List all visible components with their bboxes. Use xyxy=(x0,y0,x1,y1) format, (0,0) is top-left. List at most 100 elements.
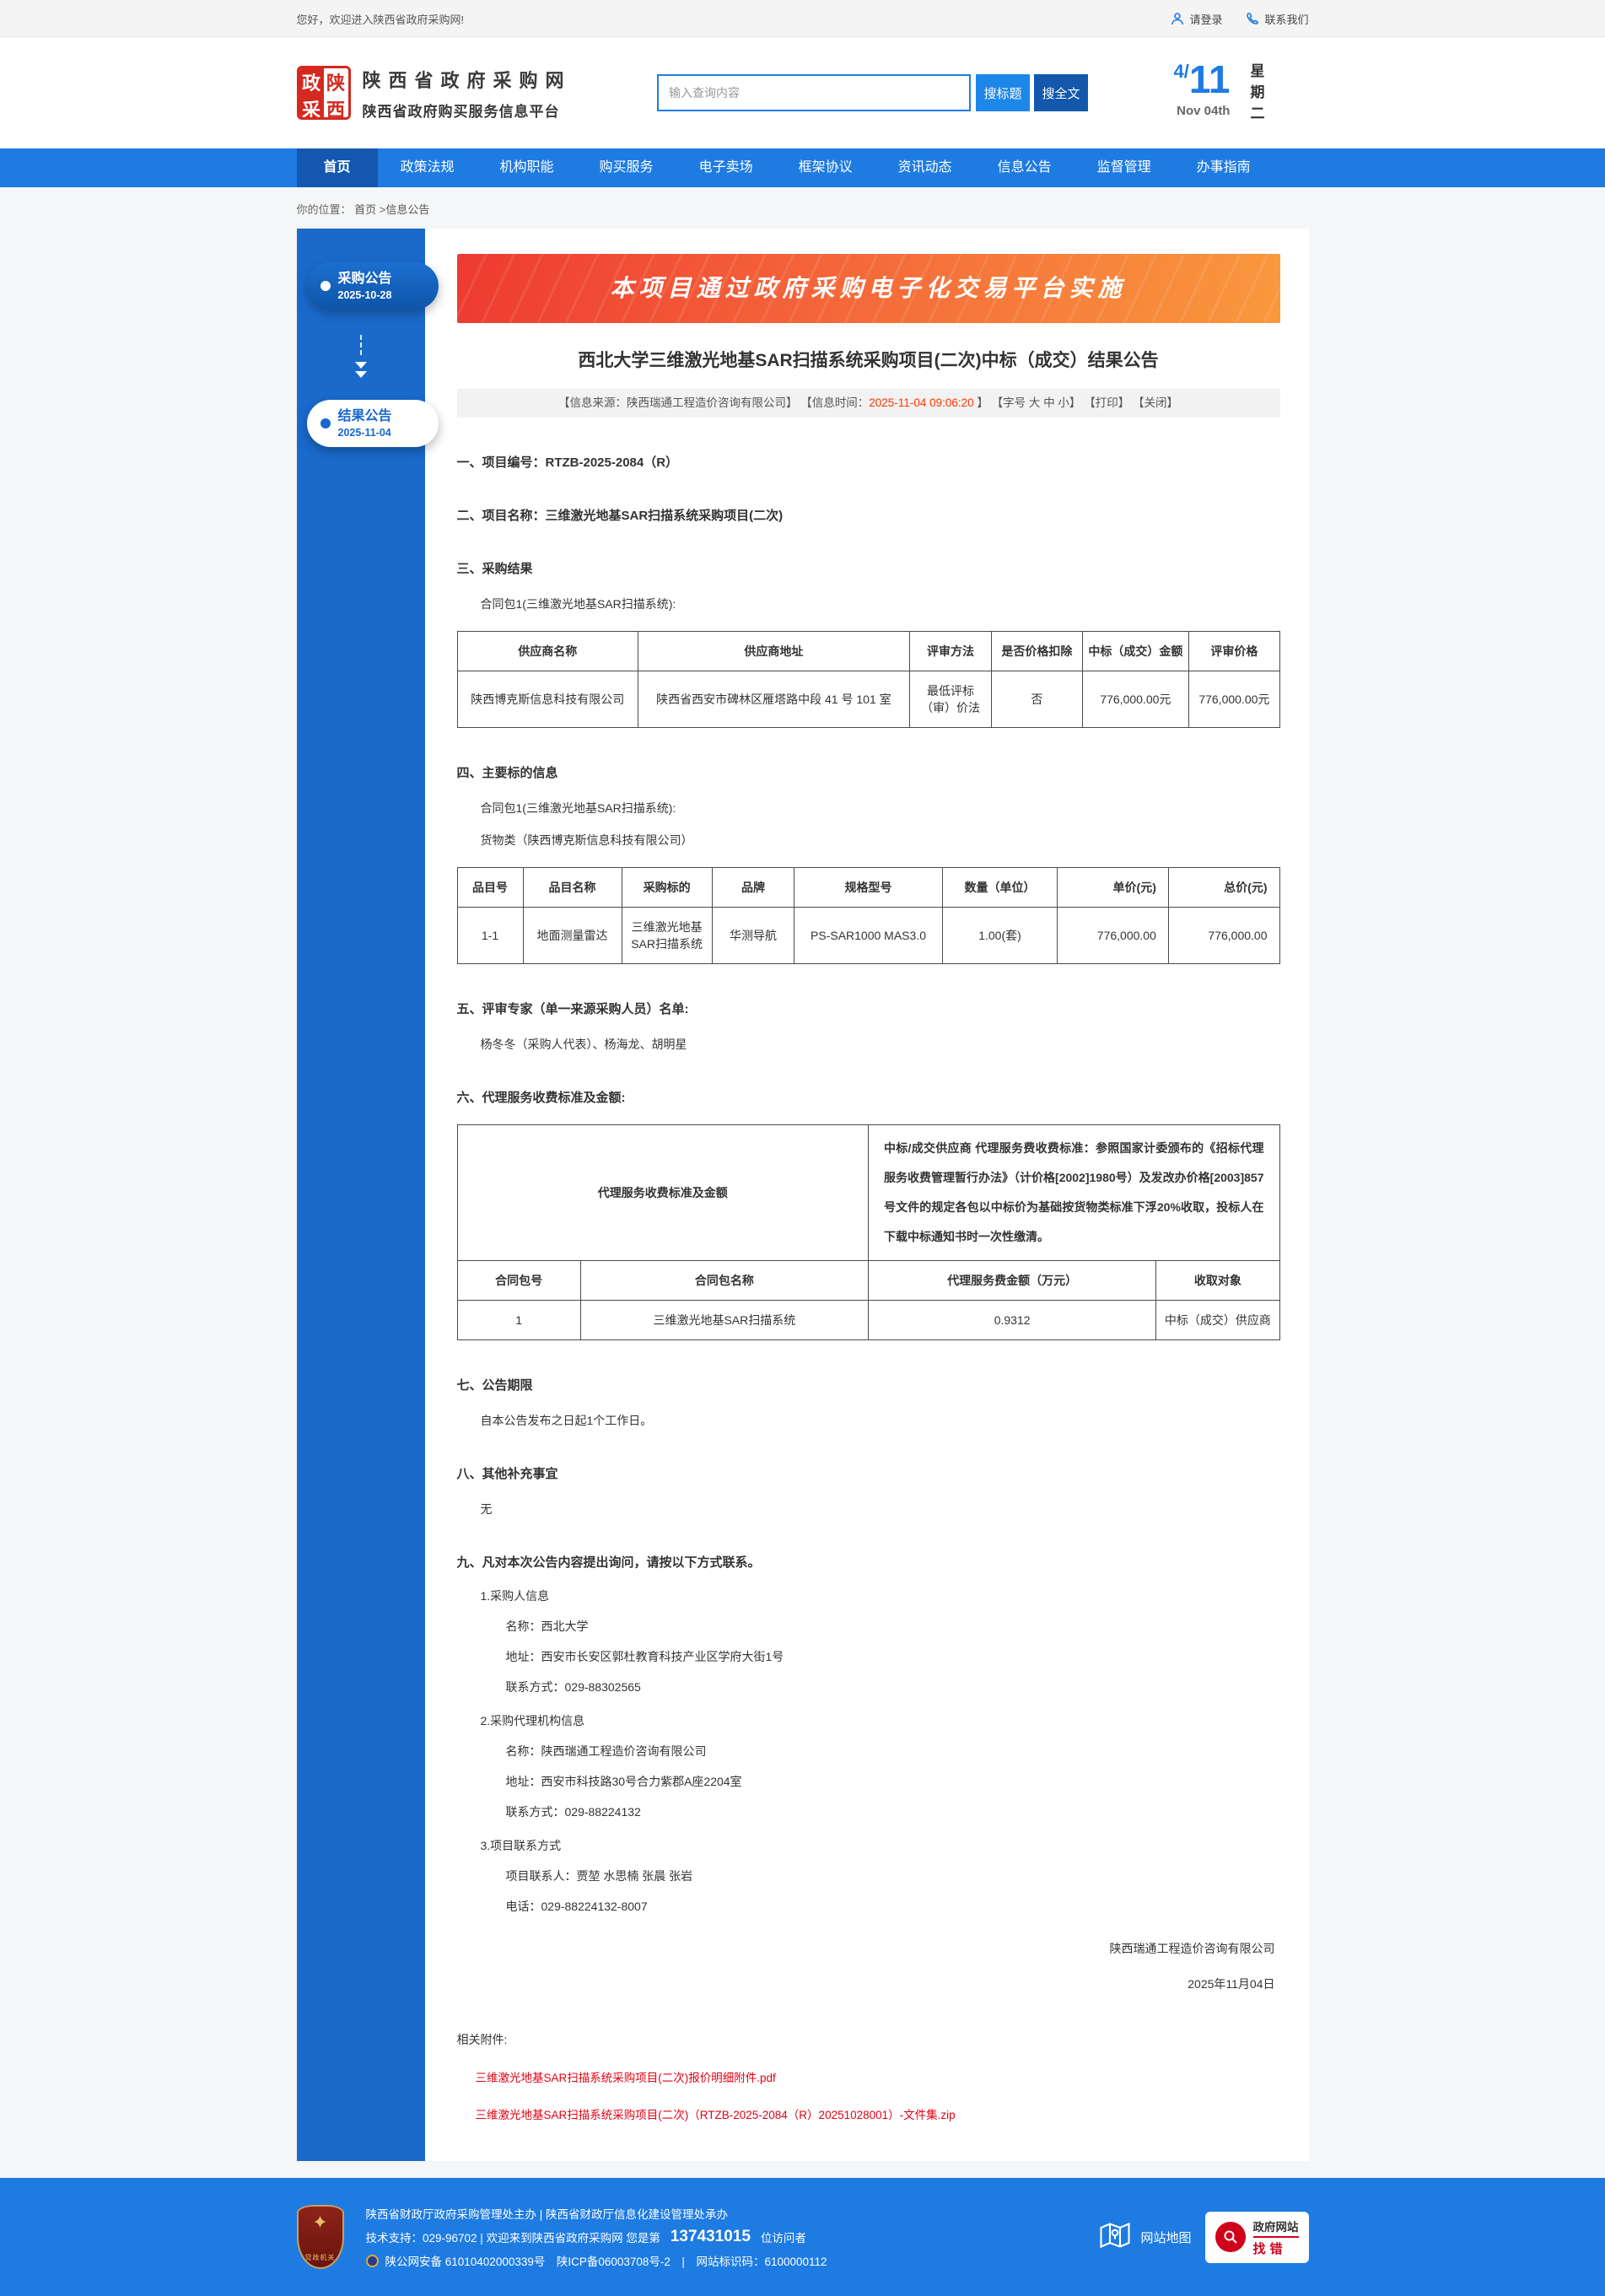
col-header: 是否价格扣除 xyxy=(991,631,1083,671)
nav-item-purchase-services[interactable]: 购买服务 xyxy=(599,160,654,175)
date-month: 4/ xyxy=(1173,60,1189,82)
section-project-number: 一、项目编号：RTZB-2025-2084（R） xyxy=(456,455,679,470)
col-header: 供应商名称 xyxy=(456,631,638,671)
nav-item-framework[interactable]: 框架协议 xyxy=(798,160,853,175)
user-icon xyxy=(1171,12,1184,25)
shield-label: 党政机关 xyxy=(304,2254,336,2261)
search-fulltext-button[interactable]: 搜全文 xyxy=(1034,74,1088,111)
nav-item-functions[interactable]: 机构职能 xyxy=(499,160,554,175)
main-nav: 首页 政策法规 机构职能 购买服务 电子卖场 框架协议 资讯动态 信息公告 监督… xyxy=(0,148,1605,187)
site-brand[interactable]: 政 陕 采 西 陕西省政府采购网 陕西省政府购买服务信息平台 xyxy=(296,66,572,121)
package-number-cell: 1 xyxy=(456,1300,581,1340)
search-input[interactable] xyxy=(657,74,971,111)
agency-name: 名称：陕西瑞通工程造价咨询有限公司 xyxy=(505,1744,707,1758)
footer-beian-text[interactable]: 陕公网安备 61010402000339号 陕ICP备06003708号-2 |… xyxy=(385,2256,827,2268)
footer-support-text: 技术支持：029-96702 | 欢迎来到陕西省政府采购网 您是第 xyxy=(365,2232,660,2245)
footer-host-line: 陕西省财政厅政府采购管理处主办 | 陕西省财政厅信息化建设管理处承办 xyxy=(366,2205,1077,2222)
font-size-controls[interactable]: 【字号 大 中 小】 xyxy=(991,396,1081,409)
nav-item-guide[interactable]: 办事指南 xyxy=(1196,160,1251,175)
total-price-cell: 776,000.00 xyxy=(1167,907,1280,964)
project-contact-title: 3.项目联系方式 xyxy=(480,1839,562,1852)
footer-host-text: 陕西省财政厅政府采购管理处主办 | 陕西省财政厅信息化建设管理处承办 xyxy=(365,2208,729,2221)
attachment-pdf-link[interactable]: 三维激光地基SAR扫描系统采购项目(二次)报价明细附件.pdf xyxy=(475,2072,776,2084)
col-header: 收取对象 xyxy=(1155,1260,1280,1301)
table-header-row: 品目号 品目名称 采购标的 品牌 规格型号 数量（单位） 单价(元) 总价(元) xyxy=(456,867,1280,908)
col-header: 品牌 xyxy=(711,867,795,908)
col-header: 采购标的 xyxy=(621,867,713,908)
sitemap-link[interactable]: 网站地图 xyxy=(1098,2220,1192,2254)
logo-char: 采 xyxy=(299,95,324,117)
buyer-info-title: 1.采购人信息 xyxy=(480,1589,550,1603)
attachment-zip-link[interactable]: 三维激光地基SAR扫描系统采购项目(二次)（RTZB-2025-2084（R）2… xyxy=(475,2109,956,2121)
review-price-cell: 776,000.00元 xyxy=(1188,671,1280,728)
brand-cell: 华测导航 xyxy=(711,907,795,964)
footer-beian-line: 陕公网安备 61010402000339号 陕ICP备06003708号-2 |… xyxy=(365,2252,1077,2269)
footer-support-line: 技术支持：029-96702 | 欢迎来到陕西省政府采购网 您是第 1374310… xyxy=(366,2228,1077,2246)
nav-item-announcements[interactable]: 信息公告 xyxy=(997,160,1052,175)
col-header: 供应商地址 xyxy=(638,631,910,671)
procurement-subject-cell: 三维激光地基SAR扫描系统 xyxy=(621,907,713,964)
timeline-sidebar: 采购公告 2025-10-28 结果公告 2025-11-04 xyxy=(296,229,439,2161)
nav-item-supervision[interactable]: 监督管理 xyxy=(1096,160,1151,175)
breadcrumb-home-link[interactable]: 首页 xyxy=(354,203,377,216)
contact-link[interactable]: 联系我们 xyxy=(1246,11,1309,27)
meta-time-value: 2025-11-04 09:06:20 xyxy=(869,396,974,409)
logo-char: 西 xyxy=(323,95,348,117)
col-header: 代理服务费金额（万元） xyxy=(867,1260,1157,1301)
nav-item-home[interactable]: 首页 xyxy=(296,148,378,187)
section-project-name: 二、项目名称：三维激光地基SAR扫描系统采购项目(二次) xyxy=(456,509,784,523)
goods-category-label: 货物类（陕西博克斯信息科技有限公司） xyxy=(480,833,693,847)
table-row: 1-1 地面测量雷达 三维激光地基SAR扫描系统 华测导航 PS-SAR1000… xyxy=(456,907,1280,964)
buyer-name: 名称：西北大学 xyxy=(505,1620,589,1633)
step-dot-icon xyxy=(320,281,331,292)
step-date: 2025-10-28 xyxy=(337,289,392,302)
col-header: 总价(元) xyxy=(1167,867,1280,908)
topbar: 您好，欢迎进入陕西省政府采购网! 请登录 联系我们 xyxy=(0,0,1605,37)
nav-item-policies[interactable]: 政策法规 xyxy=(400,160,455,175)
meta-source: 【信息来源：陕西瑞通工程造价咨询有限公司】 xyxy=(558,396,798,409)
agency-info-title: 2.采购代理机构信息 xyxy=(480,1714,585,1727)
item-number-cell: 1-1 xyxy=(456,907,524,964)
fee-payer-cell: 中标（成交）供应商 xyxy=(1155,1300,1280,1340)
fee-amount-cell: 0.9312 xyxy=(867,1300,1157,1340)
logo-char: 陕 xyxy=(323,68,348,95)
greeting-text: 您好，欢迎进入陕西省政府采购网! xyxy=(296,13,465,26)
nav-item-news[interactable]: 资讯动态 xyxy=(897,160,952,175)
meta-time-prefix: 【信息时间： xyxy=(800,396,870,409)
breadcrumb-prefix: 你的位置： xyxy=(296,203,352,216)
table-header-row: 供应商名称 供应商地址 评审方法 是否价格扣除 中标（成交）金额 评审价格 xyxy=(456,631,1280,671)
gov-site-find-error-badge[interactable]: 政府网站 找错 xyxy=(1204,2211,1309,2263)
search-title-button[interactable]: 搜标题 xyxy=(976,74,1030,111)
agency-fee-table: 代理服务收费标准及金额 中标/成交供应商 代理服务费收费标准：参照国家计委颁布的… xyxy=(456,1124,1280,1340)
step-procurement-announcement[interactable]: 采购公告 2025-10-28 xyxy=(306,262,439,310)
buyer-address: 地址：西安市长安区郭杜教育科技产业区学府大街1号 xyxy=(505,1650,784,1663)
step-dot-icon xyxy=(320,418,331,429)
login-link[interactable]: 请登录 xyxy=(1171,11,1222,27)
buyer-phone: 联系方式：029-88302565 xyxy=(505,1680,641,1694)
table-row: 1 三维激光地基SAR扫描系统 0.9312 中标（成交）供应商 xyxy=(456,1300,1280,1340)
find-error-line1: 政府网站 xyxy=(1252,2218,1299,2238)
breadcrumb-current[interactable]: 信息公告 xyxy=(385,203,430,216)
step-result-announcement[interactable]: 结果公告 2025-11-04 xyxy=(306,400,439,448)
footer: ✦ 党政机关 陕西省财政厅政府采购管理处主办 | 陕西省财政厅信息化建设管理处承… xyxy=(0,2178,1605,2296)
experts-names: 杨冬冬（采购人代表）、杨海龙、胡明星 xyxy=(480,1038,687,1051)
project-contact-phone: 电话：029-88224132-8007 xyxy=(505,1900,648,1913)
section-contact-heading: 九、凡对本次公告内容提出询问，请按以下方式联系。 xyxy=(456,1555,761,1570)
agency-address: 地址：西安市科技路30号合力紫郡A座2204室 xyxy=(505,1775,742,1788)
col-header: 中标（成交）金额 xyxy=(1081,631,1190,671)
signoff-date: 2025年11月04日 xyxy=(1188,1977,1275,1991)
contact-label: 联系我们 xyxy=(1264,13,1309,26)
site-header: 政 陕 采 西 陕西省政府采购网 陕西省政府购买服务信息平台 搜标题 搜全文 4… xyxy=(0,37,1605,148)
visitor-count: 137431015 xyxy=(670,2228,751,2245)
nav-item-emall[interactable]: 电子卖场 xyxy=(698,160,753,175)
col-header: 合同包号 xyxy=(456,1260,581,1301)
step-title: 结果公告 xyxy=(337,409,392,424)
model-cell: PS-SAR1000 MAS3.0 xyxy=(794,907,943,964)
close-button[interactable]: 【关闭】 xyxy=(1132,396,1178,409)
agency-phone: 联系方式：029-88224132 xyxy=(505,1805,641,1819)
signoff-org: 陕西瑞通工程造价咨询有限公司 xyxy=(1109,1942,1275,1955)
down-arrow-icon xyxy=(297,335,425,379)
print-button[interactable]: 【打印】 xyxy=(1084,396,1130,409)
platform-banner: 本项目通过政府采购电子化交易平台实施 xyxy=(456,254,1280,323)
police-badge-icon xyxy=(365,2254,379,2267)
